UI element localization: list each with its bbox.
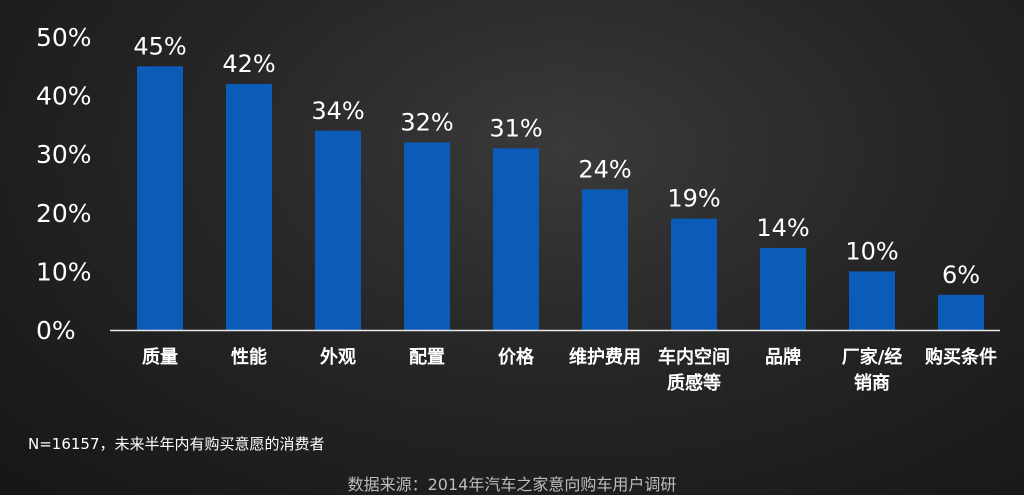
bar	[582, 189, 628, 330]
bar	[226, 83, 272, 330]
data-label: 19%	[667, 185, 720, 213]
bar	[493, 148, 539, 330]
bar	[849, 271, 895, 330]
y-tick-label: 10%	[36, 257, 92, 286]
data-label: 6%	[942, 261, 980, 289]
bar	[315, 130, 361, 330]
y-axis-tick-labels: 0% 10% 20% 30% 40% 50%	[36, 23, 92, 345]
x-tick-label: 配置	[409, 347, 445, 368]
bar	[760, 247, 806, 330]
data-labels: 45% 42% 34% 32% 31% 24% 19% 14% 10% 6%	[133, 32, 980, 289]
x-tick-label: 车内空间	[658, 346, 730, 368]
data-label: 34%	[311, 97, 364, 125]
data-label: 14%	[756, 214, 809, 242]
data-label: 31%	[489, 114, 542, 142]
y-tick-label: 50%	[36, 23, 92, 52]
x-tick-label: 质感等	[667, 372, 721, 394]
data-source: 数据来源：2014年汽车之家意向购车用户调研	[347, 475, 677, 494]
x-tick-label: 外观	[320, 346, 356, 368]
bar	[137, 66, 183, 331]
y-tick-label: 30%	[36, 140, 92, 169]
data-label: 45%	[133, 32, 186, 60]
y-tick-label: 0%	[36, 316, 76, 345]
bars	[137, 66, 984, 331]
x-tick-label: 厂家/经	[842, 346, 903, 368]
bar	[404, 142, 450, 330]
sample-note: N=16157，未来半年内有购买意愿的消费者	[28, 435, 325, 453]
x-tick-label: 维护费用	[569, 346, 641, 368]
x-tick-label: 品牌	[765, 346, 801, 368]
x-tick-label: 性能	[231, 346, 267, 368]
bar	[671, 218, 717, 330]
data-label: 32%	[400, 108, 453, 136]
x-tick-label: 购买条件	[925, 346, 997, 368]
y-tick-label: 40%	[36, 82, 92, 111]
data-label: 24%	[578, 155, 631, 183]
data-label: 10%	[845, 237, 898, 265]
data-label: 42%	[222, 50, 275, 78]
y-tick-label: 20%	[36, 199, 92, 228]
x-tick-label: 销商	[854, 372, 890, 394]
bar	[938, 294, 984, 330]
x-tick-label: 质量	[142, 346, 178, 368]
x-tick-label: 价格	[498, 346, 535, 368]
